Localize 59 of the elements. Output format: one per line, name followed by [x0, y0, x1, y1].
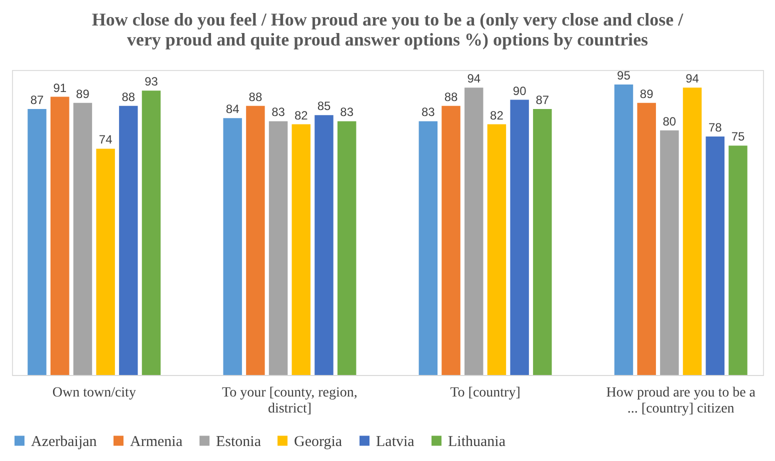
bar	[533, 108, 552, 375]
bar	[637, 102, 656, 375]
data-label: 75	[731, 130, 745, 144]
bar	[223, 118, 242, 375]
data-label: 83	[272, 105, 286, 120]
bar	[292, 124, 311, 375]
bar	[119, 106, 138, 375]
legend-label: Latvia	[376, 434, 415, 450]
bar	[464, 88, 484, 375]
data-label: 88	[248, 90, 262, 104]
data-label: 95	[617, 68, 631, 83]
bar	[246, 106, 265, 375]
bar	[268, 121, 288, 375]
data-label: 88	[444, 90, 458, 104]
data-label: 91	[53, 80, 67, 95]
data-label: 83	[421, 105, 436, 120]
legend-label: Lithuania	[448, 434, 506, 450]
data-label: 94	[467, 72, 481, 86]
legend-label: Estonia	[216, 434, 262, 450]
bar	[73, 102, 92, 375]
bar	[418, 121, 438, 375]
bar	[28, 108, 46, 375]
bar	[487, 124, 506, 375]
bar	[660, 130, 679, 375]
legend-label: Azerbaijan	[31, 434, 98, 450]
x-tick-label: How proud are you to be a ... [country] citizen	[606, 386, 756, 416]
legend-label: Georgia	[294, 434, 342, 450]
data-label: 88	[122, 90, 136, 104]
x-tick-label: To your [county, region, district]	[222, 386, 358, 416]
bar	[314, 115, 334, 375]
legend-label: Armenia	[130, 434, 183, 450]
data-label: 74	[98, 132, 113, 147]
bar	[96, 148, 115, 375]
data-label: 80	[662, 114, 676, 128]
bar	[510, 100, 529, 375]
x-tick-label: Own town/city	[52, 386, 136, 400]
bar	[728, 146, 748, 375]
bar	[442, 106, 460, 375]
data-label: 89	[640, 86, 654, 101]
bar	[142, 90, 161, 375]
data-label: 90	[512, 84, 527, 98]
data-label: 87	[536, 92, 550, 107]
data-label: 89	[76, 86, 90, 101]
chart-title: How close do you feel / How proud are you to be a (only very close and close / very proud and quite proud answer options %) options by countries	[92, 10, 684, 50]
data-label: 78	[708, 120, 722, 135]
data-label: 83	[340, 105, 354, 120]
data-label: 84	[226, 102, 240, 116]
data-label: 87	[30, 92, 44, 107]
data-label: 93	[144, 74, 158, 89]
data-label: 85	[317, 99, 331, 114]
bar	[337, 121, 356, 375]
data-label: 82	[490, 108, 504, 122]
data-label: 94	[686, 72, 700, 86]
bar	[706, 136, 725, 375]
x-tick-label: To [country]	[450, 386, 520, 400]
bar	[682, 88, 702, 375]
bar	[614, 84, 634, 375]
data-label: 82	[294, 108, 308, 122]
bar	[50, 96, 70, 375]
